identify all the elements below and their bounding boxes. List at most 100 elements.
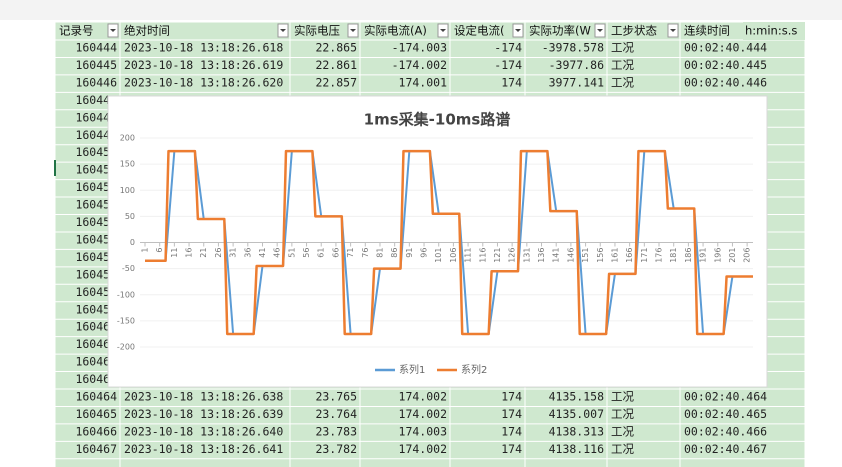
x-tick-label: 171 [640, 248, 649, 263]
cell-text: -174 [494, 58, 522, 72]
x-tick-label: 56 [302, 248, 311, 258]
y-tick-label: 200 [120, 134, 135, 143]
cell-text: 174 [501, 424, 522, 438]
x-tick-label: 26 [214, 248, 223, 258]
x-tick-label: 71 [346, 248, 355, 258]
cell-text: 22.861 [315, 58, 357, 72]
cell-text: 174.001 [399, 75, 448, 89]
x-tick-label: 111 [464, 248, 473, 263]
cell-text: 160455 [75, 232, 117, 246]
filter-arrow [350, 29, 356, 32]
y-tick-label: -150 [117, 316, 135, 325]
cell-text: 工况 [611, 75, 634, 89]
legend-label: 系列1 [399, 363, 425, 376]
x-tick-label: 51 [287, 248, 296, 258]
cell-text: -174.002 [392, 58, 447, 72]
cell-text: 160460 [75, 320, 117, 334]
cell-text: 160461 [75, 337, 117, 351]
cell-text: 160445 [75, 58, 117, 72]
y-tick-label: -200 [117, 343, 135, 352]
cell-text: 160456 [75, 250, 117, 264]
column-header: 设定电流( [454, 24, 505, 38]
cell-text: 工况 [611, 58, 634, 72]
cell-text: 4135.158 [549, 390, 604, 404]
y-tick-label: -50 [122, 264, 135, 273]
cell-text: -3978.578 [542, 41, 604, 55]
cell-text: 4138.313 [549, 424, 604, 438]
y-tick-label: -100 [117, 290, 135, 299]
x-tick-label: 186 [684, 248, 693, 263]
x-tick-label: 61 [317, 248, 326, 258]
cell-text: 工况 [611, 41, 634, 55]
filter-arrow [670, 29, 676, 32]
cell-text: 2023-10-18 13:18:26.638 [124, 390, 283, 404]
x-tick-label: 176 [655, 248, 664, 263]
x-tick-label: 16 [185, 248, 194, 258]
cell-text: 4138.116 [549, 442, 604, 456]
cell-text: 工况 [611, 424, 634, 438]
header-overflow-bg [743, 22, 805, 40]
cell-text: 160453 [75, 198, 117, 212]
x-tick-label: 201 [728, 248, 737, 263]
x-tick-label: 121 [493, 247, 502, 262]
x-tick-label: 36 [243, 248, 252, 258]
cell-text: 160444 [75, 41, 117, 55]
filter-arrow [280, 29, 286, 32]
cell-text: 00:02:40.464 [684, 390, 767, 404]
filter-arrow [110, 29, 116, 32]
x-tick-label: 206 [743, 248, 752, 263]
filter-arrow [597, 29, 603, 32]
cell-text: 2023-10-18 13:18:26.618 [124, 41, 283, 55]
x-tick-label: 81 [375, 248, 384, 258]
x-tick-label: 156 [596, 248, 605, 263]
x-tick-label: 76 [361, 248, 370, 258]
x-tick-label: 6 [155, 248, 164, 253]
cell-text: 160452 [75, 180, 117, 194]
x-tick-label: 131 [522, 248, 531, 263]
cell-text: 00:02:40.446 [684, 75, 767, 89]
column-header: 连续时间 [684, 24, 730, 38]
x-tick-label: 91 [405, 248, 414, 258]
cell-text: 160448 [75, 110, 117, 124]
cell-text: -3977.86 [549, 58, 604, 72]
x-tick-label: 116 [478, 248, 487, 263]
cell-text: 160450 [75, 145, 117, 159]
cell-text: 160457 [75, 267, 117, 281]
x-tick-label: 141 [552, 248, 561, 263]
cell-text: 工况 [611, 407, 634, 421]
cell-text: 160467 [75, 442, 117, 456]
x-tick-label: 96 [420, 248, 429, 258]
cell-text: 2023-10-18 13:18:26.641 [124, 442, 283, 456]
cell-text: 160463 [75, 372, 117, 386]
x-tick-label: 106 [449, 248, 458, 263]
x-tick-label: 166 [625, 248, 634, 263]
cell-text: 160459 [75, 302, 117, 316]
column-header: 实际功率(W [529, 24, 591, 38]
cell-text: 00:02:40.445 [684, 58, 767, 72]
column-header: 实际电流(A) [364, 24, 427, 38]
cell-text: 174.002 [399, 407, 447, 421]
cell-text: 00:02:40.444 [684, 41, 767, 55]
cell-text: 160454 [75, 215, 117, 229]
y-tick-label: 50 [125, 212, 135, 221]
x-tick-label: 21 [199, 248, 208, 258]
y-tick-label: 100 [120, 186, 135, 195]
x-tick-label: 86 [390, 248, 399, 258]
cell-text: 工况 [611, 442, 634, 456]
x-tick-label: 146 [566, 248, 575, 263]
cell-text: 160449 [75, 128, 117, 142]
column-header: 工步状态 [611, 24, 657, 38]
cell-text: 174.003 [399, 424, 448, 438]
x-tick-label: 101 [434, 248, 443, 263]
cell-text: 160446 [75, 75, 117, 89]
series-line [145, 149, 753, 336]
filter-arrow [440, 29, 446, 32]
cell-text: 174.002 [399, 442, 447, 456]
cell-text: 160462 [75, 355, 117, 369]
column-header: 记录号 [59, 24, 94, 38]
cell-text: 174 [501, 407, 522, 421]
cell-text: 160465 [75, 407, 117, 421]
cell-text: 174 [501, 390, 522, 404]
column-header: h:min:s.s [745, 24, 797, 38]
cell-text: -174.003 [392, 41, 447, 55]
